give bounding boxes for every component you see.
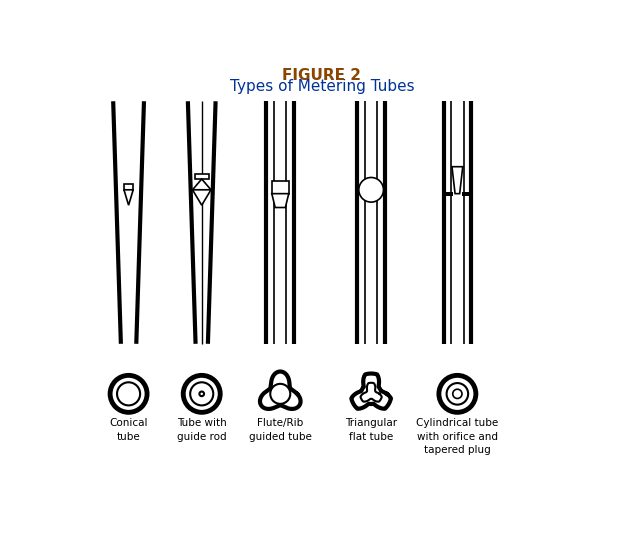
- Circle shape: [200, 391, 204, 396]
- Polygon shape: [124, 190, 133, 205]
- Bar: [462, 191, 471, 195]
- Polygon shape: [193, 179, 211, 190]
- Circle shape: [447, 383, 468, 405]
- Circle shape: [439, 375, 476, 412]
- Text: FIGURE 2: FIGURE 2: [283, 68, 361, 83]
- Text: Types of Metering Tubes: Types of Metering Tubes: [230, 79, 414, 94]
- Text: Conical
tube: Conical tube: [109, 418, 148, 442]
- Circle shape: [110, 375, 147, 412]
- Circle shape: [453, 389, 462, 398]
- Text: Cylindrical tube
with orifice and
tapered plug: Cylindrical tube with orifice and tapere…: [416, 418, 499, 455]
- Text: Flute/Rib
guided tube: Flute/Rib guided tube: [249, 418, 311, 442]
- Bar: [195, 174, 208, 179]
- Bar: [124, 184, 133, 190]
- Circle shape: [190, 382, 214, 405]
- Circle shape: [359, 178, 384, 202]
- Polygon shape: [351, 374, 391, 408]
- Polygon shape: [260, 371, 301, 409]
- Polygon shape: [272, 194, 289, 208]
- Circle shape: [117, 382, 140, 405]
- Bar: [272, 181, 289, 194]
- Circle shape: [183, 375, 220, 412]
- Polygon shape: [360, 383, 382, 402]
- Polygon shape: [452, 166, 463, 194]
- Bar: [443, 191, 453, 195]
- Text: Triangular
flat tube: Triangular flat tube: [345, 418, 397, 442]
- Polygon shape: [193, 190, 211, 205]
- Text: Tube with
guide rod: Tube with guide rod: [177, 418, 227, 442]
- Circle shape: [270, 384, 290, 404]
